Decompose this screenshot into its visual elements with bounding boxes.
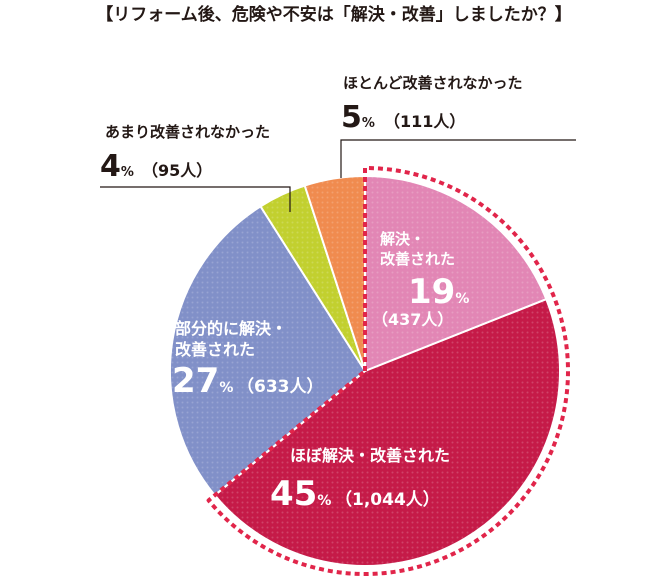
leader-line-4 (340, 139, 576, 178)
slice-count-label-3: （95人） (142, 161, 212, 180)
chart-title: 【リフォーム後、危険や不安は「解決・改善」しましたか？】 (96, 4, 572, 25)
slice-percent-label-4: 5% (341, 100, 375, 135)
slice-label-3: あまり改善されなかった 4% （95人） (100, 123, 270, 184)
slice-category-label-2-1: 改善された (175, 340, 255, 359)
slice-category-label-1-0: ほぼ解決・改善された (290, 446, 450, 465)
slice-category-label-0-0: 解決・ (380, 230, 425, 248)
slice-count-label-4: （111人） (384, 112, 465, 131)
leader-line-3 (100, 186, 291, 212)
slice-percent-label-2: 27% (172, 361, 233, 401)
slice-category-label-2-0: 部分的に解決・ (175, 319, 287, 338)
slice-label-2: 部分的に解決・改善された 27% （633人） (172, 319, 324, 401)
slice-percent-label-3: 4% (100, 149, 134, 184)
slice-count-label-1: （1,044人） (335, 489, 440, 510)
pie-slice-texture-4 (304, 176, 365, 371)
pie-slice-texture-3 (260, 185, 365, 371)
slice-category-label-0-1: 改善された (380, 250, 455, 268)
slice-label-4: ほとんど改善されなかった 5% （111人） (341, 74, 523, 135)
leader-lines (100, 139, 576, 212)
slice-label-1: ほぼ解決・改善された 45% （1,044人） (270, 446, 450, 514)
slice-category-label-4-0: ほとんど改善されなかった (343, 74, 523, 92)
slice-percent-label-0: 19% (408, 272, 469, 312)
slice-label-0: 解決・改善された 19%（437人） (372, 230, 469, 329)
pie-slice-texture-2 (169, 206, 365, 496)
slice-count-label-2: （633人） (237, 376, 324, 397)
pie-slice-texture-0 (365, 176, 547, 371)
pie-slice-texture-1 (214, 299, 560, 566)
pie-slices (169, 174, 561, 567)
slice-category-label-3-0: あまり改善されなかった (105, 123, 270, 141)
slice-percent-label-1: 45% (270, 474, 331, 514)
slice-count-label-0: （437人） (372, 310, 453, 329)
slice-labels: 解決・改善された 19%（437人） ほぼ解決・改善された 45% （1,044人） 部分… (100, 74, 523, 514)
